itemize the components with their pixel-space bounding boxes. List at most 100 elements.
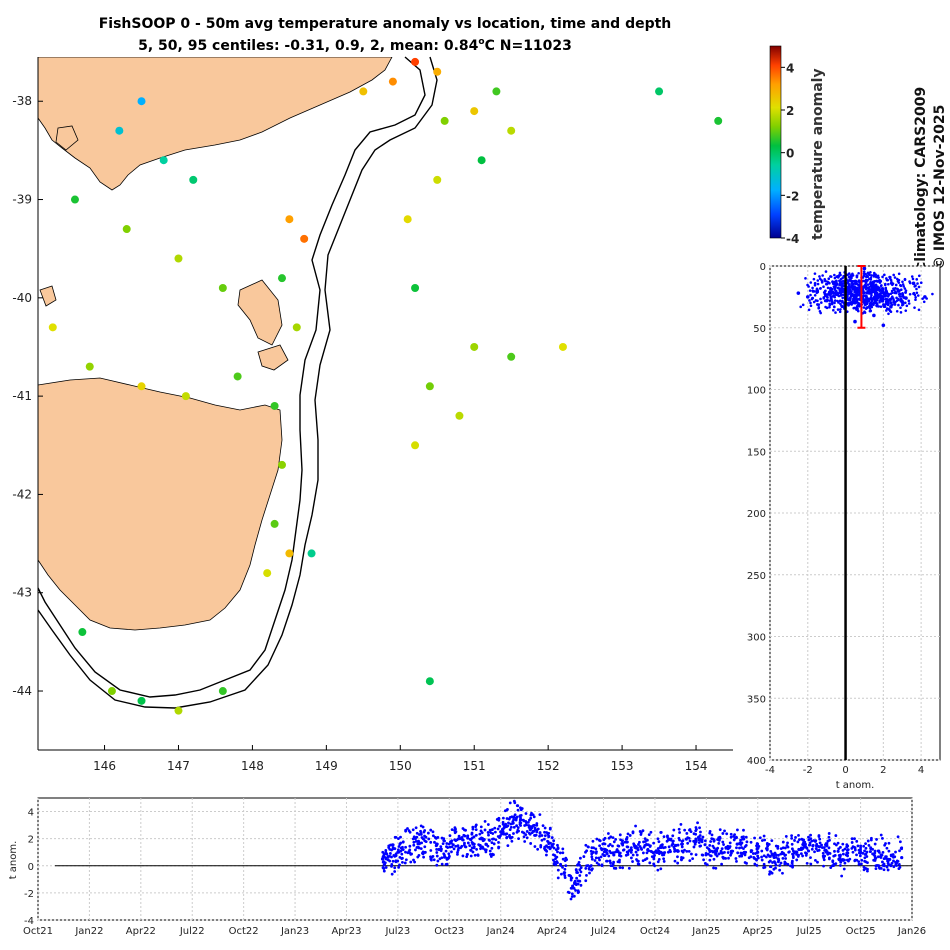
depth-point [809, 293, 812, 297]
timeseries-point [712, 857, 716, 861]
depth-point [917, 308, 921, 312]
timeseries-point [836, 849, 840, 853]
timeseries-point [648, 845, 652, 848]
map-point [48, 323, 57, 332]
timeseries-point [857, 851, 861, 855]
timeseries-point [429, 840, 433, 844]
depth-ytick-label: 150 [747, 447, 766, 458]
timeseries-point [726, 851, 730, 854]
timeseries-point [885, 846, 889, 850]
colorbar-tick-label: -2 [786, 189, 799, 203]
timeseries-point [862, 844, 866, 848]
timeseries-point [643, 837, 647, 841]
timeseries-point [688, 859, 692, 863]
depth-point [836, 293, 840, 297]
timeseries-point [851, 845, 855, 848]
timeseries-point [677, 836, 681, 840]
timeseries-point [539, 845, 543, 849]
timeseries-point [397, 866, 401, 869]
depth-point [893, 276, 897, 279]
timeseries-point [548, 847, 552, 851]
timeseries-point [644, 840, 647, 843]
timeseries-point [772, 853, 776, 857]
timeseries-point [493, 826, 497, 830]
depth-xtick-label: -2 [803, 765, 813, 776]
timeseries-point [755, 844, 758, 848]
timeseries-point [607, 854, 611, 858]
timeseries-point [490, 846, 494, 850]
depth-point [867, 299, 871, 303]
timeseries-point [726, 847, 730, 851]
timeseries-point [807, 849, 811, 853]
timeseries-point [659, 850, 663, 854]
timeseries-point [546, 845, 550, 849]
map-point [411, 57, 420, 66]
timeseries-point [672, 828, 676, 832]
climatology-label: climatology: CARS2009 [913, 87, 929, 270]
map-point [292, 323, 301, 332]
timeseries-point [784, 835, 788, 838]
timeseries-point [781, 840, 785, 844]
timeseries-point [735, 842, 739, 846]
timeseries-point [777, 858, 781, 862]
timeseries-point [820, 843, 823, 847]
map-point [159, 156, 168, 165]
timeseries-point [470, 832, 474, 836]
timeseries-point [506, 844, 510, 848]
timeseries-point [561, 857, 565, 861]
depth-point [850, 280, 854, 284]
timeseries-point [543, 837, 546, 841]
timeseries-point [677, 827, 681, 831]
timeseries-point [809, 837, 813, 840]
timeseries-point [422, 855, 425, 859]
timeseries-point [444, 849, 448, 853]
map-point [359, 87, 368, 96]
timeseries-point [522, 835, 526, 839]
depth-point [851, 287, 854, 291]
timeseries-point [708, 850, 712, 854]
depth-point [804, 277, 807, 280]
timeseries-point [758, 836, 762, 840]
timeseries-point [517, 829, 520, 833]
timeseries-point [643, 844, 647, 847]
timeseries-point [501, 827, 504, 831]
depth-point [884, 282, 887, 286]
timeseries-point [720, 862, 724, 866]
map-point [137, 382, 146, 391]
map-xtick-label: 150 [389, 759, 412, 773]
timeseries-point [736, 828, 739, 832]
depth-point [893, 291, 897, 295]
timeseries-point [474, 833, 478, 837]
timeseries-point [401, 845, 404, 849]
timeseries-point [882, 868, 886, 872]
timeseries-point [873, 842, 877, 846]
depth-point [868, 309, 872, 313]
timeseries-point [397, 850, 401, 854]
timeseries-point [753, 862, 757, 866]
timeseries-point [734, 835, 738, 839]
timeseries-point [429, 855, 432, 859]
timeseries-point [881, 850, 885, 854]
timeseries-point [499, 830, 503, 834]
timeseries-point [625, 837, 629, 841]
timeseries-point [529, 842, 533, 845]
timeseries-point [574, 868, 578, 872]
timeseries-point [387, 846, 391, 850]
timeseries-point [694, 853, 698, 857]
depth-point [846, 301, 850, 305]
timeseries-point [468, 844, 472, 848]
timeseries-point [879, 866, 883, 870]
timeseries-point [460, 835, 464, 839]
timeseries-point [445, 842, 449, 845]
timeseries-point [433, 840, 436, 844]
depth-point [879, 298, 883, 302]
timeseries-point [419, 829, 422, 833]
depth-point [862, 285, 865, 288]
timeseries-point [510, 839, 514, 843]
depth-point [897, 272, 901, 276]
depth-point [911, 277, 915, 281]
depth-point [870, 305, 874, 309]
depth-point [841, 299, 844, 303]
timeseries-point [618, 833, 622, 837]
depth-point [864, 283, 868, 287]
